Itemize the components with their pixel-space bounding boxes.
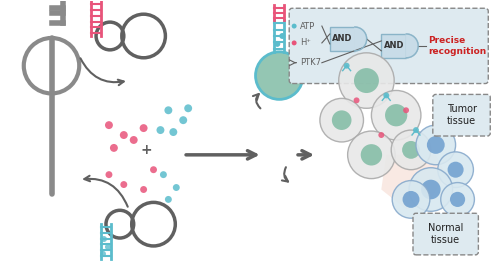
Circle shape (402, 191, 419, 208)
Circle shape (348, 131, 395, 179)
Text: PTK7: PTK7 (300, 58, 321, 67)
Circle shape (448, 162, 464, 178)
Circle shape (354, 68, 379, 93)
Text: Normal
tissue: Normal tissue (428, 223, 464, 245)
Circle shape (292, 41, 296, 45)
Circle shape (110, 144, 118, 152)
FancyBboxPatch shape (289, 8, 488, 84)
Circle shape (160, 171, 167, 178)
Circle shape (385, 104, 407, 126)
Circle shape (165, 196, 172, 203)
Circle shape (372, 91, 421, 140)
Circle shape (156, 126, 164, 134)
Circle shape (450, 192, 465, 207)
Circle shape (120, 131, 128, 139)
Circle shape (413, 127, 419, 133)
Circle shape (391, 130, 431, 170)
Text: H⁺: H⁺ (300, 38, 311, 47)
Circle shape (354, 97, 360, 103)
Polygon shape (355, 27, 366, 51)
Circle shape (274, 41, 280, 47)
Circle shape (338, 53, 394, 108)
Circle shape (440, 182, 474, 216)
Circle shape (403, 107, 409, 113)
Circle shape (100, 251, 106, 257)
Circle shape (378, 132, 384, 138)
Circle shape (170, 128, 177, 136)
Circle shape (140, 124, 147, 132)
Circle shape (402, 141, 420, 159)
Polygon shape (406, 34, 418, 58)
Circle shape (427, 136, 444, 154)
Circle shape (150, 166, 157, 173)
FancyBboxPatch shape (433, 94, 490, 136)
Bar (330, 27, 355, 51)
Circle shape (344, 63, 349, 69)
FancyBboxPatch shape (413, 213, 478, 255)
Circle shape (416, 125, 456, 165)
Circle shape (409, 168, 453, 211)
Circle shape (360, 144, 382, 166)
Circle shape (320, 98, 364, 142)
Circle shape (256, 52, 303, 99)
Circle shape (184, 104, 192, 112)
Circle shape (105, 121, 113, 129)
Circle shape (280, 33, 285, 39)
Text: +: + (141, 143, 152, 157)
Circle shape (173, 184, 180, 191)
Circle shape (332, 110, 351, 130)
Circle shape (180, 116, 187, 124)
Text: Tumor
tissue: Tumor tissue (446, 104, 476, 126)
Circle shape (140, 186, 147, 193)
Circle shape (384, 92, 389, 98)
Circle shape (106, 171, 112, 178)
Text: AND: AND (332, 34, 352, 43)
Text: AND: AND (384, 41, 404, 51)
Text: ATP: ATP (300, 22, 316, 31)
Bar (382, 34, 406, 58)
Text: Precise
recognition: Precise recognition (428, 36, 486, 55)
Circle shape (392, 181, 430, 218)
Circle shape (438, 152, 474, 187)
Circle shape (105, 244, 111, 250)
Circle shape (292, 24, 296, 28)
Circle shape (120, 181, 128, 188)
Circle shape (101, 236, 107, 242)
Polygon shape (382, 155, 446, 209)
Circle shape (130, 136, 138, 144)
Circle shape (421, 180, 440, 199)
Circle shape (164, 106, 172, 114)
